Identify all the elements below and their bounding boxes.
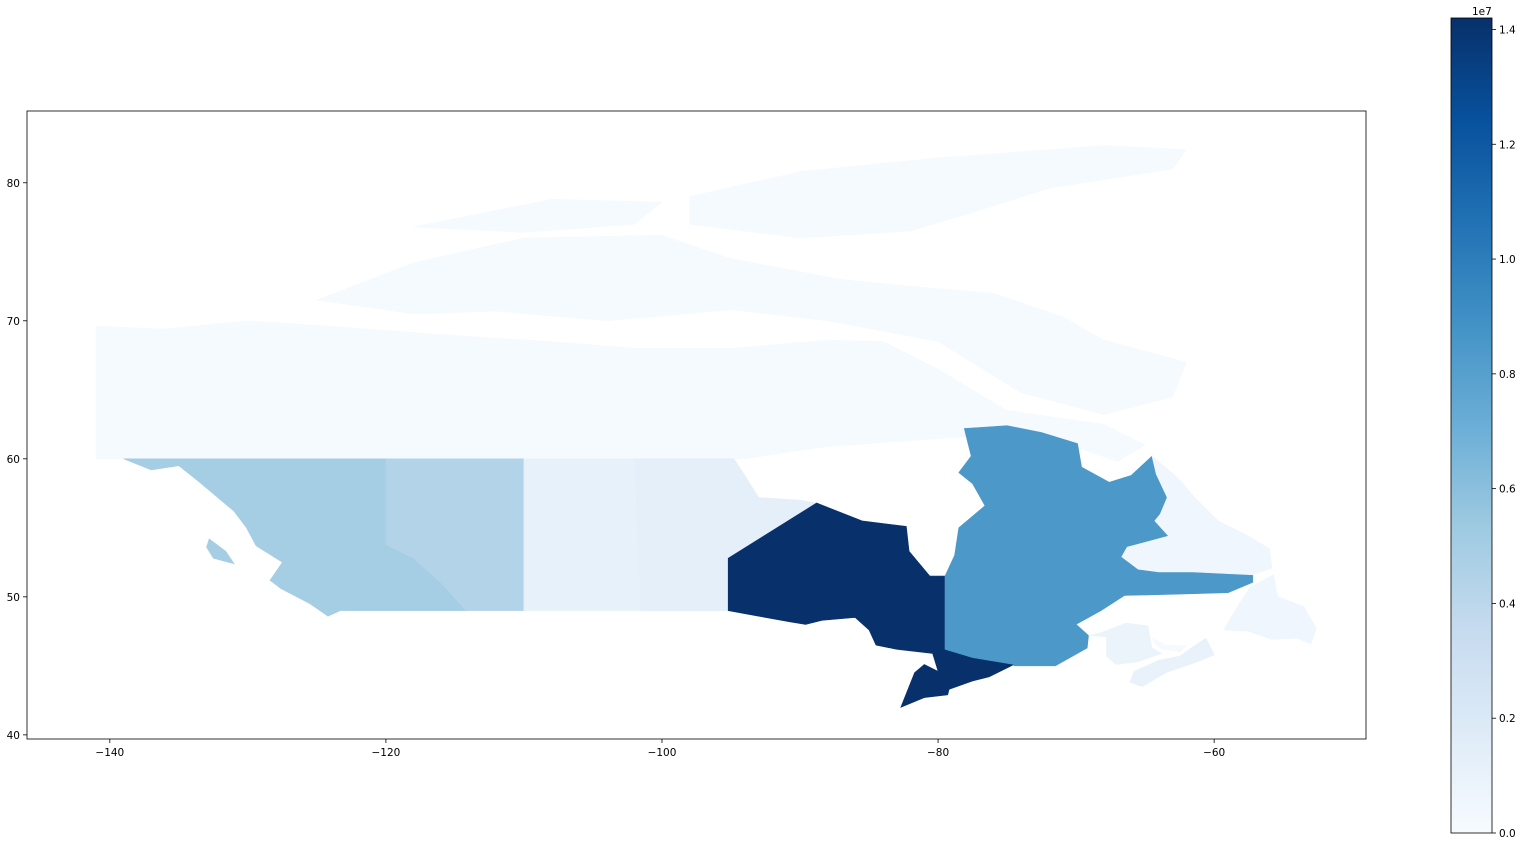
y-tick-label: 60 xyxy=(7,454,20,466)
region-prince-edward-island xyxy=(1152,637,1188,653)
map-axes-frame xyxy=(26,110,1367,740)
y-tick-label: 80 xyxy=(7,178,20,190)
y-axis: 40 50 60 70 80 xyxy=(7,178,27,742)
x-tick-label: −100 xyxy=(648,747,677,759)
colorbar-tick-label: 0.2 xyxy=(1499,713,1516,725)
colorbar-tick-label: 1.4 xyxy=(1499,24,1516,36)
colorbar-gradient xyxy=(1450,17,1493,834)
region-manitoba xyxy=(634,458,818,611)
colorbar-ticks: 0.0 0.2 0.4 0.6 0.8 1.0 1.2 1.4 xyxy=(1492,24,1516,840)
colorbar-tick-label: 0.6 xyxy=(1499,484,1516,496)
x-tick-label: −80 xyxy=(927,747,949,759)
colorbar-tick-label: 0.0 xyxy=(1499,828,1516,840)
y-tick-label: 70 xyxy=(7,316,20,328)
colorbar-offset-label: 1e7 xyxy=(1472,6,1492,18)
region-saskatchewan xyxy=(523,458,642,611)
region-ontario xyxy=(727,502,1015,708)
colorbar-tick-label: 1.2 xyxy=(1499,139,1516,151)
colorbar: 1e7 0.0 0.2 0.4 0.6 0.8 1.0 1.2 1.4 xyxy=(1450,6,1516,840)
x-tick-label: −60 xyxy=(1203,747,1225,759)
x-axis: −140 −120 −100 −80 −60 xyxy=(95,739,1225,759)
y-tick-label: 40 xyxy=(7,730,20,742)
region-nova-scotia xyxy=(1129,637,1215,687)
region-newfoundland-and-labrador xyxy=(1121,455,1317,645)
region-new-brunswick xyxy=(1088,622,1163,665)
x-tick-label: −120 xyxy=(371,747,400,759)
colorbar-tick-label: 0.8 xyxy=(1499,369,1516,381)
map-regions xyxy=(95,145,1317,708)
colorbar-tick-label: 1.0 xyxy=(1499,254,1516,266)
colorbar-tick-label: 0.4 xyxy=(1499,598,1516,610)
x-tick-label: −140 xyxy=(95,747,124,759)
region-territories xyxy=(95,145,1188,462)
y-tick-label: 50 xyxy=(7,592,20,604)
